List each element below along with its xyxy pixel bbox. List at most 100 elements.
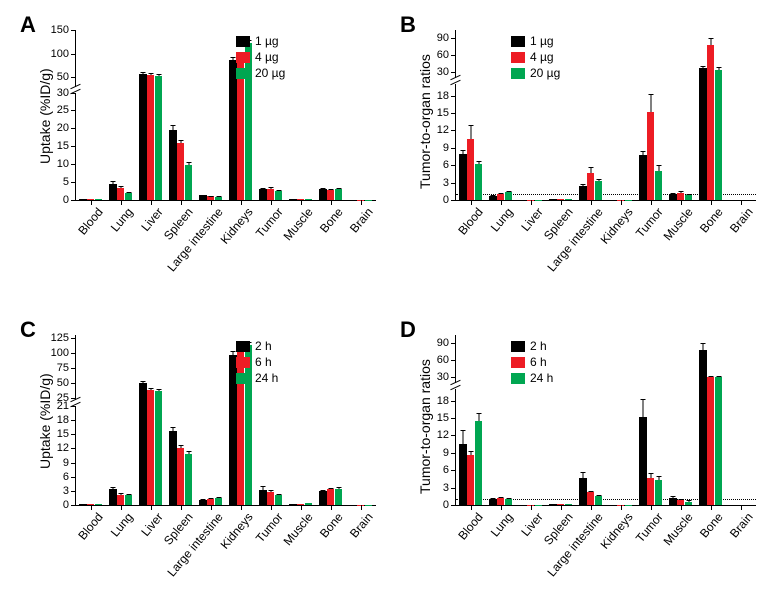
error-bar	[702, 343, 703, 350]
legend-swatch	[236, 36, 250, 47]
y-title-D: Tumor-to-organ ratios	[417, 359, 433, 494]
ytick-label: 0	[443, 499, 456, 511]
bar	[335, 189, 342, 200]
bar	[647, 478, 654, 505]
bar	[275, 191, 282, 200]
error-bar	[180, 140, 181, 143]
legend-swatch	[511, 36, 525, 47]
error-bar	[202, 499, 203, 500]
error-bar	[120, 186, 121, 188]
bar	[595, 181, 602, 200]
bar	[259, 490, 266, 505]
xtick	[151, 200, 152, 205]
xtick	[531, 200, 532, 205]
error-bar	[710, 38, 711, 45]
bar	[647, 112, 654, 200]
ytick-label: 15	[437, 107, 456, 119]
legend-label: 6 h	[255, 355, 272, 369]
bar	[707, 377, 714, 505]
xtick	[91, 505, 92, 510]
bar	[639, 155, 646, 200]
ytick-label: 30	[437, 66, 456, 78]
error-bar	[508, 498, 509, 499]
error-bar	[680, 191, 681, 193]
bar	[147, 390, 154, 505]
bar	[327, 190, 334, 200]
error-bar	[158, 389, 159, 391]
bar	[155, 391, 162, 505]
ytick-label: 15	[437, 412, 456, 424]
xtick-label: Blood	[71, 510, 106, 548]
bar	[319, 189, 326, 200]
error-bar	[650, 473, 651, 478]
ytick-label: 25	[57, 392, 76, 404]
bar	[305, 503, 312, 505]
ytick-label: 12	[57, 442, 76, 454]
error-bar	[322, 490, 323, 491]
bar	[139, 74, 146, 200]
ytick-label: 50	[57, 377, 76, 389]
xtick	[361, 505, 362, 510]
xtick	[331, 200, 332, 205]
ytick-label: 6	[443, 159, 456, 171]
bar	[639, 417, 646, 505]
error-bar	[702, 66, 703, 68]
error-bar	[330, 488, 331, 489]
xtick	[121, 505, 122, 510]
error-bar	[330, 189, 331, 190]
xtick	[301, 505, 302, 510]
bar	[579, 186, 586, 201]
bar	[79, 199, 86, 200]
xtick-label: Blood	[451, 205, 486, 243]
error-bar	[658, 476, 659, 480]
legend-swatch	[236, 341, 250, 352]
ytick-label: 18	[57, 414, 76, 426]
error-bar	[112, 181, 113, 184]
legend-item: 24 h	[511, 371, 553, 385]
legend-item: 24 h	[236, 371, 278, 385]
panel-label-C: C	[20, 317, 36, 343]
xtick	[271, 200, 272, 205]
legend-label: 6 h	[530, 355, 547, 369]
ytick-label: 9	[63, 457, 76, 469]
error-bar	[492, 498, 493, 499]
error-bar	[658, 165, 659, 171]
bar	[125, 495, 132, 505]
error-bar	[642, 399, 643, 417]
plot-A: 05101520253050100150BloodLungLiverSpleen…	[75, 30, 376, 201]
bar	[155, 76, 162, 200]
ytick-label: 18	[437, 90, 456, 102]
bar	[79, 504, 86, 505]
xtick	[651, 505, 652, 510]
legend: 2 h6 h24 h	[236, 339, 278, 387]
xtick-label: Brain	[721, 510, 756, 548]
legend-item: 1 µg	[236, 34, 285, 48]
error-bar	[492, 195, 493, 196]
bar	[177, 143, 184, 200]
bar	[109, 184, 116, 200]
bar	[199, 195, 206, 200]
error-bar	[128, 192, 129, 193]
xtick	[561, 200, 562, 205]
xtick	[711, 200, 712, 205]
xtick	[121, 200, 122, 205]
ytick-label: 9	[443, 142, 456, 154]
bar	[655, 171, 662, 200]
xtick-label: Brain	[341, 205, 376, 243]
ytick-label: 125	[51, 332, 76, 344]
xtick	[241, 200, 242, 205]
legend-swatch	[511, 373, 525, 384]
bar	[327, 489, 334, 505]
bar	[475, 421, 482, 505]
xtick	[211, 200, 212, 205]
legend-item: 4 µg	[511, 50, 560, 64]
bar	[579, 478, 586, 505]
bar	[275, 495, 282, 505]
error-bar	[710, 376, 711, 378]
plot-C: 036912151821255075100125BloodLungLiverSp…	[75, 335, 376, 506]
error-bar	[188, 451, 189, 454]
legend-label: 4 µg	[255, 50, 279, 64]
bar	[169, 130, 176, 200]
ytick-label: 6	[63, 471, 76, 483]
plot-D: 0369121518306090BloodLungLiverSpleenLarg…	[455, 335, 756, 506]
